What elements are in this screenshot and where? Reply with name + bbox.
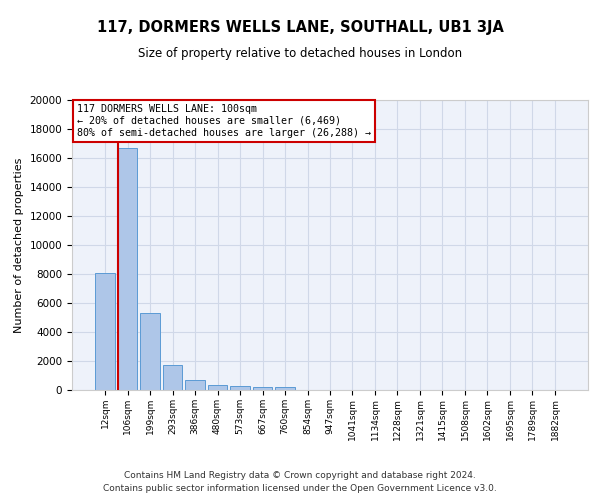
Bar (163, 364, 182, 390)
Text: 117 DORMERS WELLS LANE: 100sqm
← 20% of detached houses are smaller (6,469)
80% : 117 DORMERS WELLS LANE: 100sqm ← 20% of … (77, 104, 371, 138)
Text: 117, DORMERS WELLS LANE, SOUTHALL, UB1 3JA: 117, DORMERS WELLS LANE, SOUTHALL, UB1 3… (97, 20, 503, 35)
Bar (230, 386, 250, 390)
Text: Contains HM Land Registry data © Crown copyright and database right 2024.: Contains HM Land Registry data © Crown c… (124, 470, 476, 480)
Text: Size of property relative to detached houses in London: Size of property relative to detached ho… (138, 48, 462, 60)
Text: Contains public sector information licensed under the Open Government Licence v3: Contains public sector information licen… (103, 484, 497, 493)
Bar (208, 385, 227, 390)
Bar (185, 380, 205, 390)
Bar (95, 272, 115, 390)
Bar (118, 148, 137, 390)
Bar (140, 313, 160, 390)
Bar (253, 387, 272, 390)
Bar (275, 387, 295, 390)
Y-axis label: Number of detached properties: Number of detached properties (14, 158, 24, 332)
